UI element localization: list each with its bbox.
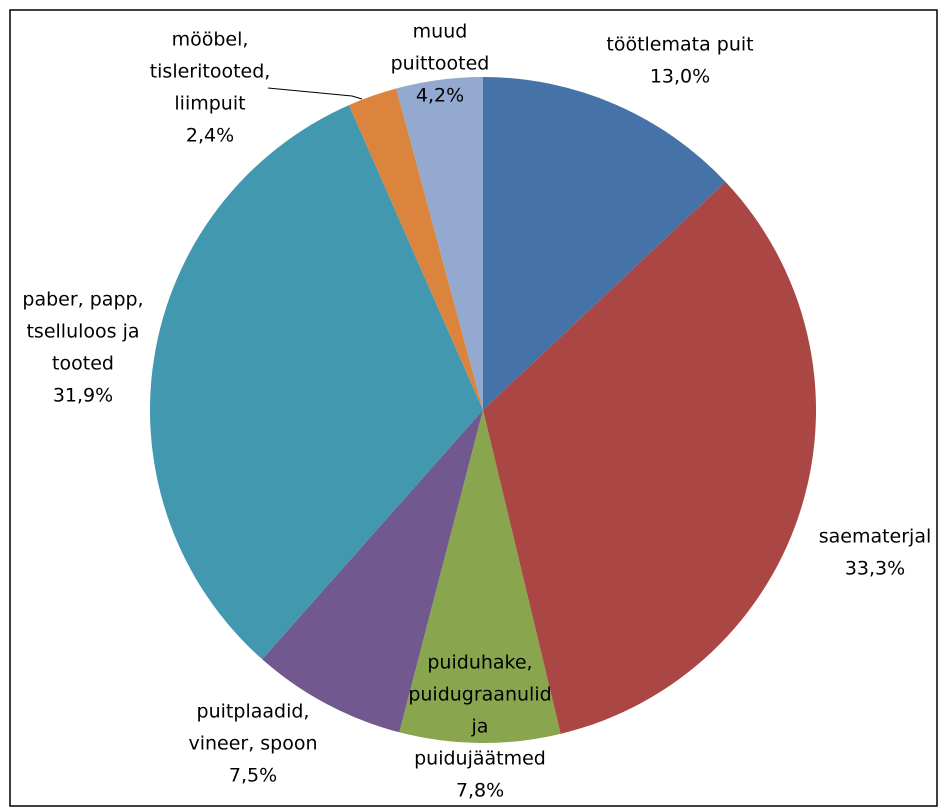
pie (149, 77, 816, 743)
value-label: 2,4% (186, 125, 234, 147)
value-label: 31,9% (53, 385, 113, 407)
pie-slice (396, 77, 483, 410)
slice-label: puidugraanulid (408, 684, 551, 706)
slice-label: saematerjal (819, 526, 932, 548)
slice-label: puidujäätmed (414, 748, 546, 770)
pie-slice (348, 88, 483, 410)
slice-label: puiduhake, (427, 652, 532, 674)
slice-label: muud (413, 21, 468, 43)
leader-line (267, 87, 363, 100)
slice-label: mööbel, (172, 29, 249, 51)
value-label: 13,0% (650, 66, 710, 88)
pie-slice (149, 105, 483, 660)
pie-slice (483, 181, 816, 734)
value-label: 4,2% (416, 85, 464, 107)
slice-label: liimpuit (174, 93, 245, 115)
slice-label: vineer, spoon (188, 733, 317, 755)
slice-label: puittooted (391, 53, 490, 75)
slice-label: tooted (52, 353, 114, 375)
slice-label: tselluloos ja (26, 321, 139, 343)
pie-slice (399, 410, 561, 743)
slice-label: puitplaadid, (197, 701, 310, 723)
pie-slice (262, 410, 483, 733)
value-label: 7,8% (456, 780, 504, 802)
value-label: 33,3% (845, 558, 905, 580)
slice-label: ja (471, 716, 489, 738)
slice-label: paber, papp, (22, 289, 143, 311)
value-label: 7,5% (229, 765, 277, 787)
slice-label: tisleritooted, (150, 61, 271, 83)
pie-slice (483, 77, 726, 410)
slice-label: töötlemata puit (606, 34, 753, 56)
